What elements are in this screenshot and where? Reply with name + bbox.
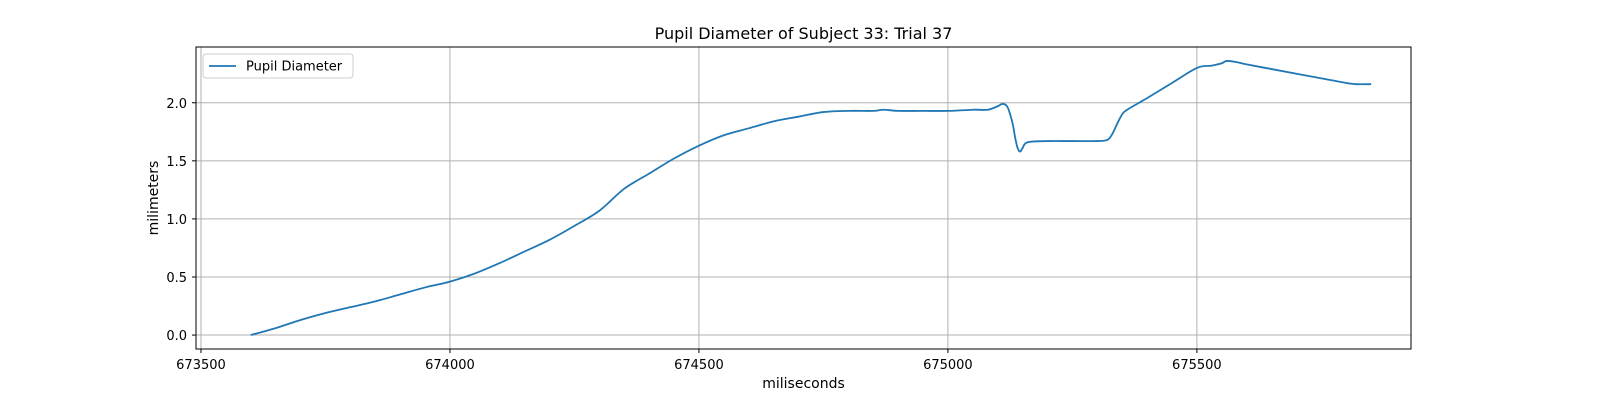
ticks-layer: 673500 674000 674500 675000 675500 0.0 0.5 1.0 1… xyxy=(166,97,1221,373)
axes-frame xyxy=(195,46,1412,350)
grid-layer xyxy=(196,47,1411,349)
legend-label-pupil-diameter: Pupil Diameter xyxy=(246,60,343,75)
series-layer xyxy=(250,60,1372,336)
x-tick-label: 675500 xyxy=(1172,358,1222,373)
series-line-pupil-diameter xyxy=(250,60,1372,336)
x-tick-label: 673500 xyxy=(176,358,226,373)
legend-box xyxy=(202,53,354,79)
legend: Pupil Diameter xyxy=(202,53,354,79)
y-tick-label: 0.5 xyxy=(166,271,187,286)
y-axis-label: milimeters xyxy=(146,161,162,236)
y-tick-label: 1.5 xyxy=(166,155,187,170)
x-tick-label: 675000 xyxy=(923,358,973,373)
x-tick-label: 674500 xyxy=(674,358,724,373)
chart-title: Pupil Diameter of Subject 33: Trial 37 xyxy=(655,24,953,43)
y-tick-label: 1.0 xyxy=(166,213,187,228)
y-tick-label: 2.0 xyxy=(166,97,187,112)
x-axis-label: miliseconds xyxy=(762,376,845,392)
x-tick-label: 674000 xyxy=(425,358,475,373)
y-tick-label: 0.0 xyxy=(166,329,187,344)
